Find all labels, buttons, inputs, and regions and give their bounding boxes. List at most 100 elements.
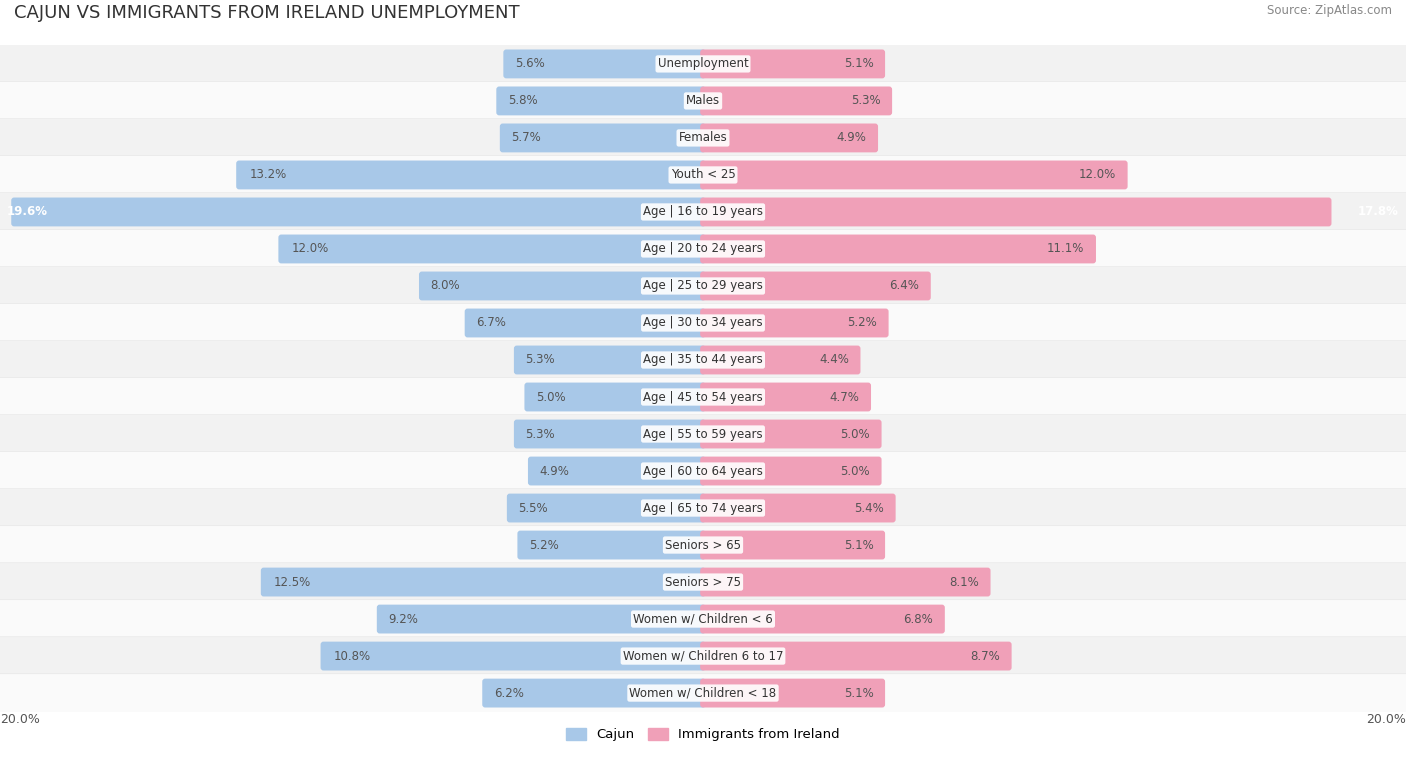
FancyBboxPatch shape [377,605,706,634]
Text: Women w/ Children 6 to 17: Women w/ Children 6 to 17 [623,650,783,662]
FancyBboxPatch shape [0,82,1406,120]
FancyBboxPatch shape [321,642,706,671]
FancyBboxPatch shape [0,341,1406,379]
FancyBboxPatch shape [0,562,1406,601]
Text: Age | 65 to 74 years: Age | 65 to 74 years [643,502,763,515]
Text: 4.9%: 4.9% [540,465,569,478]
FancyBboxPatch shape [700,123,877,152]
Text: Youth < 25: Youth < 25 [671,169,735,182]
FancyBboxPatch shape [0,266,1406,305]
FancyBboxPatch shape [0,489,1406,528]
Text: Females: Females [679,132,727,145]
Text: 8.1%: 8.1% [949,575,979,588]
FancyBboxPatch shape [700,494,896,522]
Text: Age | 35 to 44 years: Age | 35 to 44 years [643,354,763,366]
Text: 5.1%: 5.1% [844,687,873,699]
Text: 5.5%: 5.5% [519,502,548,515]
FancyBboxPatch shape [700,309,889,338]
FancyBboxPatch shape [700,272,931,301]
FancyBboxPatch shape [482,678,706,708]
Text: 12.0%: 12.0% [1078,169,1116,182]
Text: 4.9%: 4.9% [837,132,866,145]
FancyBboxPatch shape [501,123,706,152]
FancyBboxPatch shape [0,637,1406,675]
Text: 8.7%: 8.7% [970,650,1000,662]
Text: 5.3%: 5.3% [526,428,555,441]
FancyBboxPatch shape [0,452,1406,491]
Text: Women w/ Children < 6: Women w/ Children < 6 [633,612,773,625]
Text: 5.1%: 5.1% [844,538,873,552]
Text: 4.4%: 4.4% [820,354,849,366]
FancyBboxPatch shape [0,526,1406,564]
Text: 5.7%: 5.7% [512,132,541,145]
Text: Source: ZipAtlas.com: Source: ZipAtlas.com [1267,4,1392,17]
FancyBboxPatch shape [700,86,893,115]
FancyBboxPatch shape [0,415,1406,453]
FancyBboxPatch shape [700,160,1128,189]
FancyBboxPatch shape [700,678,886,708]
FancyBboxPatch shape [700,382,872,412]
FancyBboxPatch shape [0,119,1406,157]
Text: Age | 30 to 34 years: Age | 30 to 34 years [643,316,763,329]
Text: 4.7%: 4.7% [830,391,859,403]
FancyBboxPatch shape [496,86,706,115]
FancyBboxPatch shape [0,674,1406,712]
Text: 5.3%: 5.3% [851,95,880,107]
Text: 5.1%: 5.1% [844,58,873,70]
Text: 5.0%: 5.0% [536,391,565,403]
Text: Age | 20 to 24 years: Age | 20 to 24 years [643,242,763,255]
Text: Age | 60 to 64 years: Age | 60 to 64 years [643,465,763,478]
Text: 5.8%: 5.8% [508,95,537,107]
FancyBboxPatch shape [508,494,706,522]
Text: 5.6%: 5.6% [515,58,544,70]
Text: 9.2%: 9.2% [388,612,418,625]
FancyBboxPatch shape [529,456,706,485]
Text: 6.2%: 6.2% [494,687,523,699]
Text: 5.0%: 5.0% [841,465,870,478]
FancyBboxPatch shape [464,309,706,338]
Text: 5.2%: 5.2% [529,538,558,552]
FancyBboxPatch shape [0,600,1406,638]
Text: 12.0%: 12.0% [292,242,329,255]
FancyBboxPatch shape [262,568,706,597]
Text: 6.8%: 6.8% [904,612,934,625]
Text: 11.1%: 11.1% [1047,242,1084,255]
FancyBboxPatch shape [278,235,706,263]
Text: 8.0%: 8.0% [430,279,460,292]
Text: 5.4%: 5.4% [855,502,884,515]
FancyBboxPatch shape [0,304,1406,342]
Text: 20.0%: 20.0% [1367,713,1406,727]
Text: 13.2%: 13.2% [250,169,287,182]
Text: 17.8%: 17.8% [1358,205,1399,219]
Text: 19.6%: 19.6% [7,205,48,219]
FancyBboxPatch shape [419,272,706,301]
Text: CAJUN VS IMMIGRANTS FROM IRELAND UNEMPLOYMENT: CAJUN VS IMMIGRANTS FROM IRELAND UNEMPLO… [14,4,520,22]
Text: 6.4%: 6.4% [890,279,920,292]
Text: 12.5%: 12.5% [274,575,311,588]
Text: Seniors > 65: Seniors > 65 [665,538,741,552]
FancyBboxPatch shape [0,156,1406,195]
FancyBboxPatch shape [700,568,990,597]
FancyBboxPatch shape [517,531,706,559]
FancyBboxPatch shape [700,49,886,79]
FancyBboxPatch shape [503,49,706,79]
FancyBboxPatch shape [515,345,706,375]
FancyBboxPatch shape [0,229,1406,268]
Legend: Cajun, Immigrants from Ireland: Cajun, Immigrants from Ireland [561,723,845,746]
FancyBboxPatch shape [0,193,1406,231]
Text: 20.0%: 20.0% [0,713,39,727]
FancyBboxPatch shape [524,382,706,412]
FancyBboxPatch shape [0,45,1406,83]
Text: Unemployment: Unemployment [658,58,748,70]
FancyBboxPatch shape [11,198,706,226]
FancyBboxPatch shape [700,642,1012,671]
Text: Males: Males [686,95,720,107]
FancyBboxPatch shape [515,419,706,448]
Text: 5.0%: 5.0% [841,428,870,441]
Text: Women w/ Children < 18: Women w/ Children < 18 [630,687,776,699]
FancyBboxPatch shape [0,378,1406,416]
Text: 6.7%: 6.7% [477,316,506,329]
Text: Age | 25 to 29 years: Age | 25 to 29 years [643,279,763,292]
FancyBboxPatch shape [700,456,882,485]
FancyBboxPatch shape [700,345,860,375]
